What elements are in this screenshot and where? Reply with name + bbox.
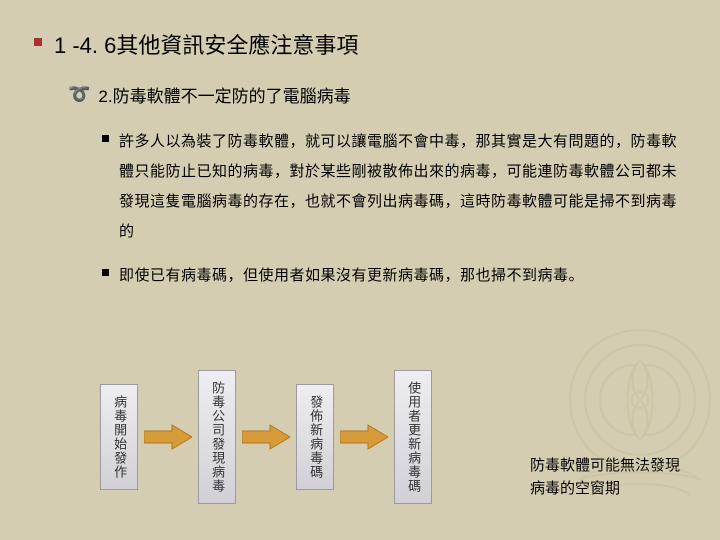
page-title: 1 -4. 6其他資訊安全應注意事項: [54, 28, 358, 60]
subheading-row: ➰ 2.防毒軟體不一定防的了電腦病毒: [68, 82, 686, 107]
bullet-small-icon: [102, 135, 109, 142]
flow-diagram: 病毒開始發作 防毒公司發現病毒 發佈新病毒碼 使用者更新病毒碼: [100, 370, 432, 504]
flow-box-1: 病毒開始發作: [100, 384, 138, 490]
bullet-small-icon: [102, 269, 109, 276]
flow-box-2-label: 防毒公司發現病毒: [210, 381, 224, 493]
arrow-icon: [144, 423, 192, 451]
cursive-bullet-icon: ➰: [68, 82, 90, 107]
bullet-square-icon: [34, 38, 42, 46]
flow-box-1-label: 病毒開始發作: [112, 395, 126, 479]
paragraph-2: 即使已有病毒碼，但使用者如果沒有更新病毒碼，那也掃不到病毒。: [119, 261, 584, 291]
subheading: 2.防毒軟體不一定防的了電腦病毒: [98, 82, 350, 107]
flow-box-2: 防毒公司發現病毒: [198, 370, 236, 504]
diagram-caption: 防毒軟體可能無法發現病毒的空窗期: [530, 455, 690, 500]
flow-box-4-label: 使用者更新病毒碼: [406, 381, 420, 493]
flow-box-3-label: 發佈新病毒碼: [308, 395, 322, 479]
heading-row: 1 -4. 6其他資訊安全應注意事項: [34, 28, 686, 60]
flow-box-3: 發佈新病毒碼: [296, 384, 334, 490]
paragraph-2-row: 即使已有病毒碼，但使用者如果沒有更新病毒碼，那也掃不到病毒。: [102, 261, 686, 291]
arrow-icon: [242, 423, 290, 451]
paragraph-1: 許多人以為裝了防毒軟體，就可以讓電腦不會中毒，那其實是大有問題的，防毒軟體只能防…: [119, 127, 679, 247]
paragraph-1-row: 許多人以為裝了防毒軟體，就可以讓電腦不會中毒，那其實是大有問題的，防毒軟體只能防…: [102, 127, 686, 247]
arrow-icon: [340, 423, 388, 451]
flow-box-4: 使用者更新病毒碼: [394, 370, 432, 504]
